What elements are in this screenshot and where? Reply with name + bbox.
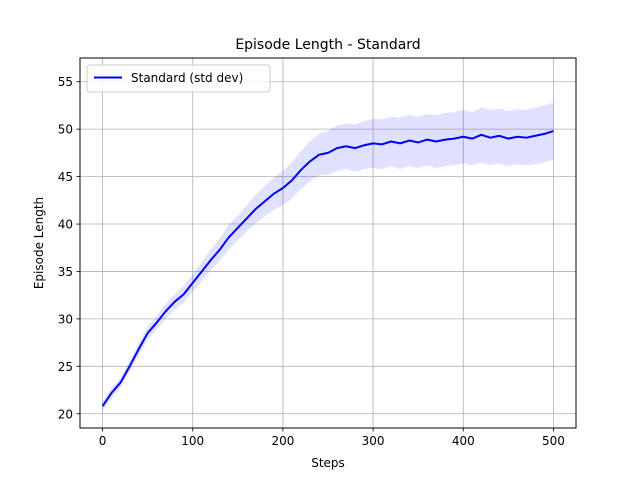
- y-tick-label: 30: [58, 312, 73, 326]
- y-axis-ticks: 20 25 30 35 40 45 50 55: [58, 75, 80, 421]
- y-tick-label: 50: [58, 123, 73, 137]
- x-tick-label: 100: [181, 434, 204, 448]
- y-tick-label: 25: [58, 360, 73, 374]
- plot-frame: [79, 57, 577, 429]
- x-tick-label: 300: [362, 434, 385, 448]
- x-tick-label: 0: [99, 434, 107, 448]
- legend-label: Standard (std dev): [131, 71, 243, 85]
- grid: [80, 58, 576, 428]
- x-axis-label: Steps: [311, 456, 345, 470]
- std-dev-band: [102, 102, 554, 411]
- x-axis-ticks: 0 100 200 300 400 500: [99, 428, 565, 448]
- x-tick-label: 500: [542, 434, 565, 448]
- y-tick-label: 45: [58, 170, 73, 184]
- y-tick-label: 35: [58, 265, 73, 279]
- legend: Standard (std dev): [86, 64, 271, 93]
- y-tick-label: 20: [58, 407, 73, 421]
- series-line-layer: [101, 130, 554, 407]
- chart-title: Episode Length - Standard: [235, 37, 420, 53]
- x-tick-label: 400: [452, 434, 475, 448]
- legend-box: [86, 64, 271, 93]
- x-tick-label: 200: [271, 434, 294, 448]
- std-dev-band-layer: [102, 102, 554, 411]
- y-axis-label: Episode Length: [32, 197, 46, 289]
- y-tick-label: 55: [58, 75, 73, 89]
- y-tick-label: 40: [58, 218, 73, 232]
